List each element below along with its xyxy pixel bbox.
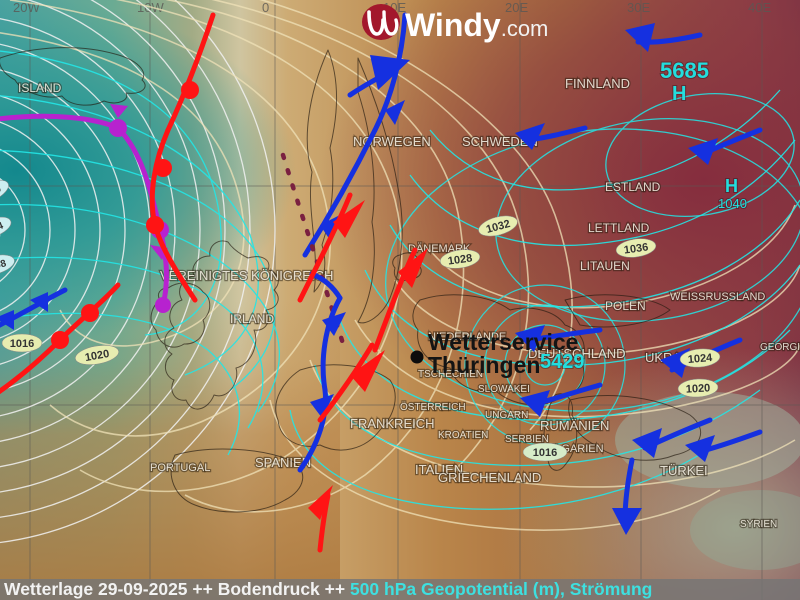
svg-text:Thüringen: Thüringen bbox=[428, 352, 540, 378]
